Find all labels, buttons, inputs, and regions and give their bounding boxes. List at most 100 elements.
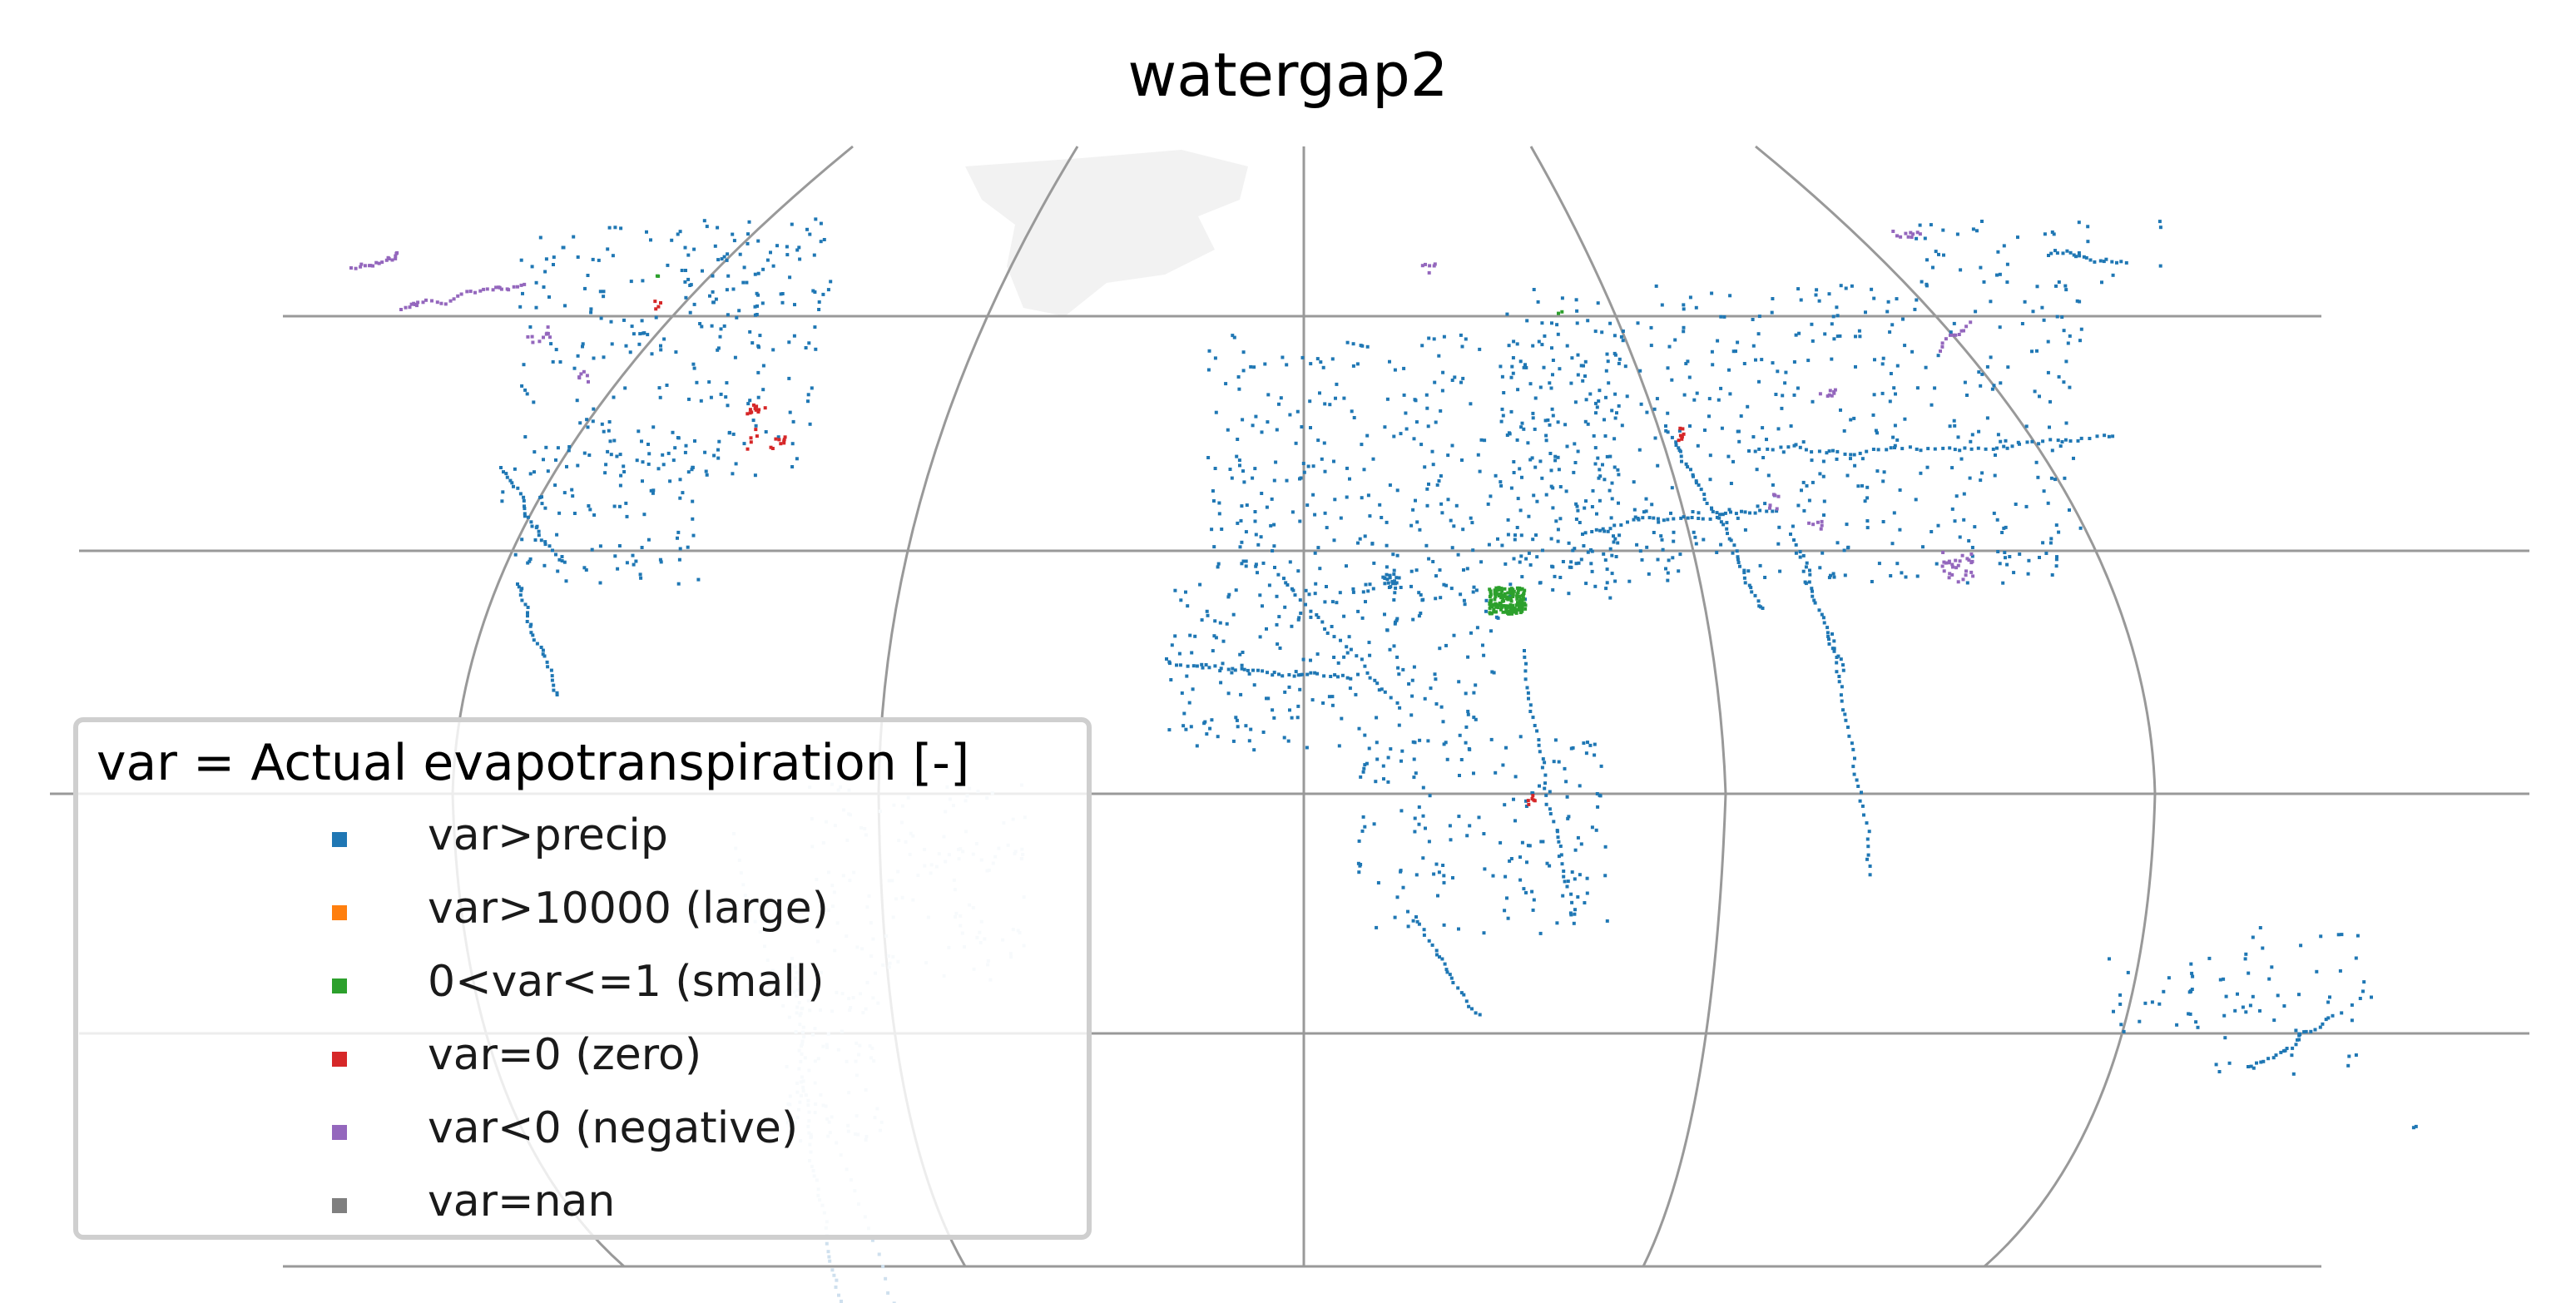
data-point-var-gt-precip [1413, 741, 1417, 745]
data-point-var-gt-precip [1969, 447, 1974, 451]
data-point-var-gt-precip [732, 239, 736, 243]
legend: var = Actual evapotranspiration [-] var>… [73, 717, 1092, 1240]
data-point-var-negative [394, 254, 398, 258]
data-point-var-gt-precip [1320, 620, 1325, 624]
data-point-var-gt-precip [1999, 439, 2003, 443]
data-point-var-gt-precip [1221, 661, 1225, 666]
data-point-var-gt-precip [1890, 542, 1895, 546]
data-point-var-small [1489, 589, 1493, 593]
data-point-var-gt-precip [2358, 997, 2362, 1000]
data-point-var-gt-precip [1832, 337, 1836, 341]
data-point-var-gt-precip [798, 257, 802, 261]
data-point-var-gt-precip [1512, 471, 1516, 474]
data-point-var-gt-precip [2086, 240, 2090, 244]
data-point-var-gt-precip [1980, 372, 1984, 376]
data-point-var-gt-precip [1251, 476, 1255, 480]
data-point-var-gt-precip [1444, 643, 1448, 647]
data-point-var-gt-precip [1365, 671, 1370, 675]
data-point-var-gt-precip [1613, 392, 1617, 396]
data-point-var-gt-precip [1179, 598, 1183, 602]
data-point-var-gt-precip [1873, 358, 1876, 362]
data-point-var-gt-precip [1524, 557, 1528, 561]
data-point-var-gt-precip [1206, 613, 1210, 617]
data-point-var-gt-precip [1595, 512, 1598, 516]
data-point-var-gt-precip [1511, 371, 1515, 375]
data-point-var-gt-precip [1603, 558, 1608, 562]
data-point-var-gt-precip [1914, 498, 1918, 502]
data-point-var-small [1519, 602, 1523, 606]
data-point-var-gt-precip [1325, 585, 1328, 588]
data-point-var-gt-precip [2005, 262, 2009, 266]
data-point-var-small [656, 274, 661, 278]
data-point-var-gt-precip [1392, 598, 1396, 602]
data-point-var-gt-precip [1420, 344, 1424, 348]
data-point-var-gt-precip [671, 430, 675, 434]
data-point-var-gt-precip [1636, 517, 1640, 520]
data-point-var-gt-precip [635, 458, 639, 463]
data-point-var-gt-precip [1850, 284, 1854, 288]
data-point-var-gt-precip [523, 602, 528, 607]
data-point-var-gt-precip [562, 491, 567, 495]
data-point-var-gt-precip [1853, 463, 1857, 468]
data-point-var-gt-precip [1825, 451, 1829, 455]
data-point-var-gt-precip [790, 222, 794, 226]
data-point-var-gt-precip [1613, 537, 1617, 541]
data-point-var-gt-precip [1765, 509, 1769, 513]
data-point-var-gt-precip [1367, 746, 1371, 751]
data-point-var-gt-precip [1342, 396, 1346, 400]
data-point-var-gt-precip [1472, 716, 1476, 720]
data-point-var-gt-precip [1742, 362, 1746, 365]
data-point-var-gt-precip [813, 290, 817, 294]
data-point-var-gt-precip [1969, 439, 1973, 443]
data-point-var-gt-precip [1930, 530, 1934, 533]
data-point-var-gt-precip [1383, 612, 1386, 617]
data-point-var-gt-precip [1925, 282, 1929, 286]
data-point-var-gt-precip [1459, 991, 1464, 995]
legend-label: var<0 (negative) [428, 1103, 799, 1153]
data-point-var-gt-precip [1759, 605, 1763, 609]
data-point-var-gt-precip [1206, 368, 1211, 372]
data-point-var-gt-precip [1949, 330, 1953, 334]
data-point-var-gt-precip [1870, 287, 1874, 291]
data-point-var-gt-precip [1619, 523, 1623, 527]
data-point-var-gt-precip [817, 300, 821, 304]
data-point-var-gt-precip [651, 425, 656, 429]
data-point-var-gt-precip [1608, 321, 1612, 325]
data-point-var-gt-precip [1360, 443, 1364, 447]
data-point-var-gt-precip [753, 473, 757, 478]
data-point-var-gt-precip [791, 419, 795, 424]
data-point-var-gt-precip [1451, 876, 1454, 879]
data-point-var-gt-precip [1821, 459, 1825, 463]
data-point-var-gt-precip [1749, 586, 1753, 590]
data-point-var-gt-precip [1856, 484, 1860, 488]
data-point-var-gt-precip [2058, 444, 2063, 448]
data-point-var-gt-precip [1367, 641, 1371, 645]
data-point-var-gt-precip [1316, 438, 1320, 443]
data-point-var-gt-precip [1578, 521, 1582, 524]
data-point-var-gt-precip [1356, 541, 1360, 545]
data-point-var-gt-precip [1551, 565, 1555, 569]
data-point-var-gt-precip [2004, 556, 2007, 560]
data-point-var-gt-precip [1596, 456, 1600, 460]
data-point-var-gt-precip [1765, 438, 1768, 442]
data-point-var-gt-precip [812, 253, 816, 257]
data-point-var-small [1501, 597, 1505, 602]
data-point-var-gt-precip [1340, 716, 1344, 721]
data-point-var-gt-precip [2296, 1038, 2299, 1042]
data-point-var-gt-precip [1934, 562, 1939, 566]
data-point-var-gt-precip [500, 499, 504, 503]
data-point-var-gt-precip [526, 614, 529, 618]
data-point-var-gt-precip [1531, 908, 1535, 912]
data-point-var-gt-precip [1364, 600, 1367, 604]
data-point-var-gt-precip [1716, 339, 1720, 343]
data-point-var-gt-precip [1583, 419, 1588, 424]
data-point-var-gt-precip [1872, 296, 1876, 300]
data-point-var-gt-precip [1330, 357, 1335, 361]
data-point-var-gt-precip [1173, 588, 1177, 592]
data-point-var-gt-precip [1568, 565, 1572, 569]
data-point-var-gt-precip [1214, 636, 1218, 640]
data-point-var-zero [782, 441, 786, 445]
data-point-var-small [1495, 603, 1499, 607]
data-point-var-gt-precip [717, 439, 721, 443]
data-point-var-gt-precip [2038, 394, 2041, 399]
